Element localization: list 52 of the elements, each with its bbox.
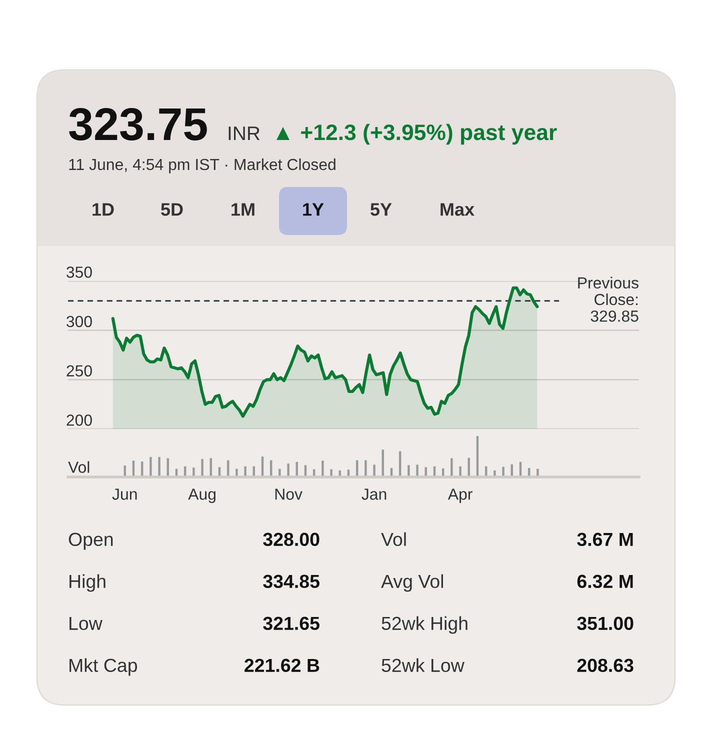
bar (459, 466, 462, 477)
bar (502, 466, 504, 477)
text: 6.32 M (577, 574, 633, 588)
y-tick-label: 250 (66, 365, 92, 377)
text: 5Y (370, 203, 392, 216)
text: 321.65 (263, 616, 320, 630)
bar (330, 469, 332, 477)
text: 351.00 (577, 616, 634, 630)
text: 1D (92, 203, 114, 216)
text: 328.00 (263, 532, 320, 546)
text: 3.67 M (577, 532, 633, 546)
x-tick-label: Apr (448, 488, 472, 503)
text: High (70, 574, 106, 592)
text: 323.75 (69, 108, 207, 141)
bar (201, 459, 204, 477)
bar (287, 464, 290, 477)
text: ▲ +12.3 (+3.95%) past year (276, 124, 557, 145)
ref-line-label: Previous Close: 329.85 (578, 276, 638, 322)
text: INR (228, 126, 260, 140)
x-tick-label: Jun (112, 488, 137, 500)
x-tick-label: Nov (275, 488, 302, 500)
text: Low (70, 616, 102, 630)
x-tick-label: Jan (362, 488, 386, 500)
text: 5D (161, 203, 183, 216)
bar (192, 468, 195, 477)
bar (244, 466, 246, 477)
text: Open (68, 532, 113, 550)
bar (364, 460, 367, 477)
text: 52wk Low (382, 658, 464, 672)
text: 1M (232, 203, 254, 216)
text: 334.85 (263, 574, 320, 588)
text: Mkt Cap (70, 658, 138, 676)
text: Max (440, 203, 474, 216)
x-tick-label: Aug (188, 488, 216, 503)
bar (158, 456, 160, 477)
y-tick-label: 300 (66, 316, 92, 328)
text: Vol (381, 532, 406, 546)
bar (450, 458, 453, 477)
text: Avg Vol (381, 574, 444, 592)
text: 208.63 (577, 658, 634, 672)
bar (150, 456, 152, 477)
text: 1Y (303, 203, 324, 216)
text: 221.62 B (244, 658, 320, 672)
bar (373, 464, 376, 477)
y-tick-label: 350 (66, 266, 92, 278)
bar (408, 465, 410, 477)
text: 52wk High (382, 616, 468, 634)
y-tick-label: 200 (66, 414, 92, 426)
bar (322, 460, 324, 477)
y-axis-title: Vol (68, 461, 90, 473)
bar (416, 464, 418, 477)
text: 11 June, 4:54 pm IST · Market Closed (69, 158, 336, 174)
